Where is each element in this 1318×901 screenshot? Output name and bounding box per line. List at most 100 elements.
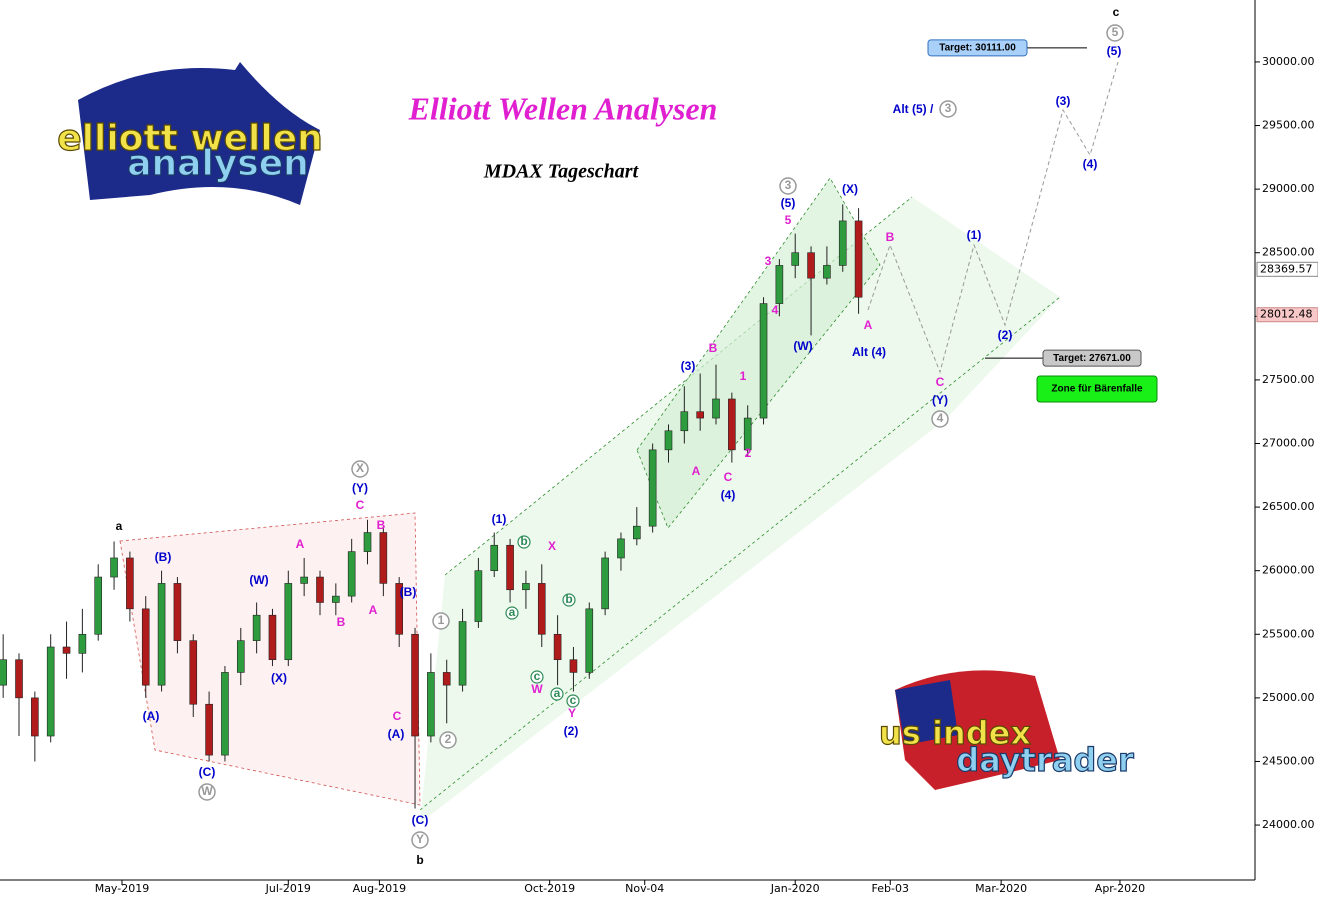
- wave-label: A: [864, 318, 873, 332]
- wave-circle: [411, 831, 429, 849]
- candle-body: [427, 672, 435, 737]
- wave-circle: [432, 612, 450, 630]
- target-box: [927, 39, 1028, 57]
- wave-circle: [505, 606, 519, 620]
- candle-body: [743, 417, 752, 451]
- candle-body: [62, 646, 71, 654]
- wave-circle: [439, 731, 457, 749]
- x-tick-label: Mar-2020: [975, 882, 1027, 895]
- wave-label: X: [548, 539, 556, 553]
- wave-label: W: [201, 784, 213, 798]
- wave-label: (W): [793, 339, 812, 353]
- wave-label: a: [509, 605, 516, 619]
- zone-box: [1036, 375, 1158, 403]
- wave-label: A: [692, 464, 701, 478]
- candle-body: [728, 398, 736, 451]
- wave-label: (X): [271, 671, 287, 685]
- wave-label: (A): [143, 709, 160, 723]
- logo-text: elliott wellen: [57, 118, 323, 159]
- wave-label: 2: [445, 732, 452, 746]
- price-tag: 28012.48: [1260, 308, 1313, 321]
- wave-circle: [939, 100, 957, 118]
- y-tick-label: 29500.00: [1262, 119, 1315, 132]
- candle-body: [537, 583, 546, 635]
- candle-body: [680, 411, 689, 432]
- logo-top: elliott wellen analysen: [57, 62, 323, 205]
- candle-body: [648, 449, 657, 527]
- wave-label: (3): [1056, 94, 1071, 108]
- candle-body: [442, 672, 451, 686]
- y-tick-label: 24000.00: [1262, 818, 1315, 831]
- y-tick-label: 27500.00: [1262, 373, 1315, 386]
- candle-body: [141, 608, 150, 686]
- y-tick-label: 25000.00: [1262, 691, 1315, 704]
- candle-body: [221, 672, 229, 756]
- candle-body: [759, 303, 768, 419]
- candle-body: [347, 551, 356, 597]
- candle-body: [553, 633, 562, 661]
- chart-title: Elliott Wellen Analysen: [408, 90, 718, 126]
- wave-label: (4): [1083, 157, 1098, 171]
- wave-label: (2): [564, 724, 579, 738]
- y-tick-label: 29000.00: [1262, 182, 1315, 195]
- candle-body: [522, 583, 530, 591]
- wave-label: 3: [945, 101, 952, 115]
- wave-label: Alt (4): [852, 345, 886, 359]
- eu-flag: [78, 62, 320, 205]
- wave-label: B: [377, 518, 386, 532]
- price-tag-box: [1256, 261, 1318, 277]
- wave-label: 2: [745, 446, 752, 460]
- x-tick-label: Nov-04: [625, 882, 664, 895]
- wave-label: (C): [412, 813, 429, 827]
- candle-body: [379, 532, 388, 584]
- candle-body: [173, 583, 182, 641]
- wave-label: (X): [842, 182, 858, 196]
- wave-label: W: [531, 682, 543, 696]
- wave-circle: [562, 593, 576, 607]
- target-box: [1042, 349, 1142, 367]
- wave-label: Y: [568, 706, 576, 720]
- candle-body: [284, 583, 293, 661]
- candle-body: [252, 614, 261, 641]
- y-tick-label: 30000.00: [1262, 55, 1315, 68]
- wave-label: (2): [998, 328, 1013, 342]
- candle-body: [601, 557, 609, 610]
- wave-label: 1: [740, 369, 747, 383]
- wave-label: 5: [785, 213, 792, 227]
- candle-body: [617, 538, 625, 559]
- wave-label: A: [369, 603, 378, 617]
- x-tick-label: Jul-2019: [265, 882, 311, 895]
- wave-label: 5: [1112, 25, 1119, 39]
- wave-circle: [566, 694, 580, 708]
- candle-body: [506, 544, 514, 591]
- candle-body: [15, 659, 23, 699]
- wave-label: (A): [388, 727, 405, 741]
- wave-label: b: [416, 853, 423, 867]
- wave-label: (1): [967, 228, 982, 242]
- wave-circle: [198, 783, 216, 801]
- wave-label: c: [534, 669, 541, 683]
- wave-circle: [1106, 24, 1124, 42]
- wave-label: c: [570, 693, 577, 707]
- wave-label: (4): [721, 488, 736, 502]
- wave-label: A: [296, 537, 305, 551]
- candle-body: [664, 430, 673, 451]
- wave-circle: [550, 687, 564, 701]
- wave-label: Y: [416, 832, 424, 846]
- candle-body: [490, 544, 499, 571]
- candle-body: [791, 252, 800, 266]
- wave-label: C: [936, 375, 945, 389]
- us-flag-canton: [895, 680, 958, 745]
- chart-subtitle: MDAX Tageschart: [483, 161, 640, 183]
- candle-body: [46, 646, 55, 737]
- y-tick-label: 25500.00: [1262, 627, 1315, 640]
- wave-label: b: [520, 534, 527, 548]
- target-label: Target: 27671.00: [1053, 353, 1131, 364]
- wave-label: a: [116, 519, 123, 533]
- y-tick-label: 26000.00: [1262, 564, 1315, 577]
- x-tick-label: Apr-2020: [1095, 882, 1145, 895]
- logo-text: analysen: [127, 143, 309, 184]
- wave-label: Alt (5) /: [893, 102, 934, 116]
- wave-label: b: [565, 592, 572, 606]
- candle-body: [458, 621, 467, 686]
